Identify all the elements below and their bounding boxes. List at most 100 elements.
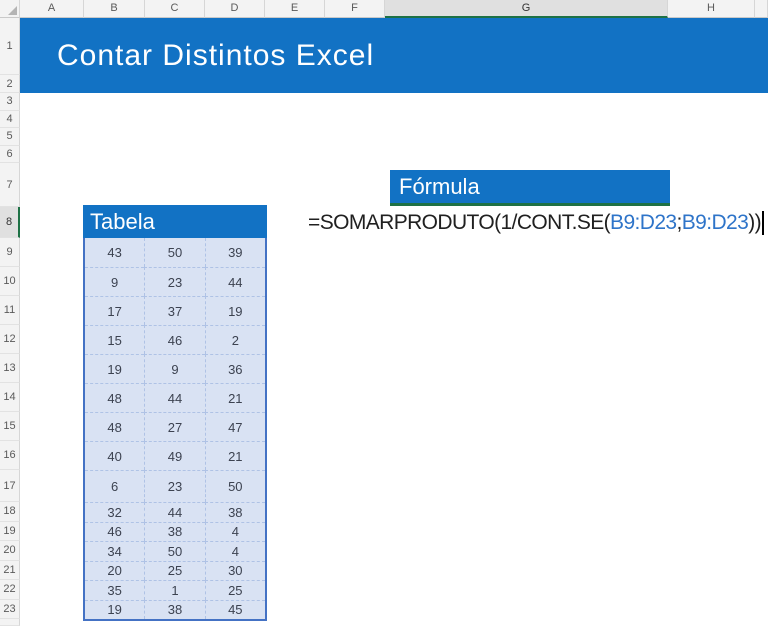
table-row: 17 37 19 [85, 296, 265, 325]
table-cell[interactable]: 30 [204, 560, 265, 580]
column-header-g[interactable]: G [385, 0, 668, 18]
column-header-a[interactable]: A [20, 0, 84, 18]
table-row: 6 23 50 [85, 470, 265, 502]
table-cell[interactable]: 25 [204, 580, 265, 600]
table-cell[interactable]: 43 [107, 245, 122, 260]
column-header-b[interactable]: B [84, 0, 145, 18]
row-header-8[interactable]: 8 [0, 207, 20, 238]
table-cell[interactable]: 4 [204, 521, 265, 541]
row-header-2[interactable]: 2 [0, 75, 20, 93]
row-header-20[interactable]: 20 [0, 541, 20, 561]
table-cell[interactable]: 38 [144, 521, 205, 541]
table-cell[interactable]: 45 [204, 599, 265, 619]
page-title: Contar Distintos Excel [57, 38, 375, 72]
row-header-1[interactable]: 1 [0, 18, 20, 75]
row-header-14[interactable]: 14 [0, 383, 20, 412]
row-header-6[interactable]: 6 [0, 145, 20, 163]
row-header-15[interactable]: 15 [0, 412, 20, 441]
table-row: 32 44 38 [85, 502, 265, 522]
table-cell[interactable]: 37 [144, 296, 205, 325]
column-header-e[interactable]: E [265, 0, 325, 18]
formula-range-reference: B9:D23 [681, 210, 749, 234]
table-label-cell[interactable]: Tabela [83, 205, 267, 238]
table-cell[interactable]: 40 [85, 441, 145, 470]
table-cell[interactable]: 17 [85, 296, 145, 325]
row-header-18[interactable]: 18 [0, 502, 20, 522]
table-cell[interactable]: 2 [204, 325, 265, 354]
table-cell[interactable]: 21 [204, 383, 265, 412]
table-cell[interactable]: 19 [85, 354, 145, 383]
table-cell[interactable]: 38 [144, 599, 205, 619]
row-header-16[interactable]: 16 [0, 441, 20, 470]
table-cell[interactable]: 9 [85, 267, 145, 296]
row-header-23[interactable]: 23 [0, 599, 20, 619]
table-row: 43 50 39 [85, 238, 265, 267]
formula-label: Fórmula [399, 173, 480, 199]
table-cell[interactable]: 50 [204, 470, 265, 502]
table-cell[interactable]: 19 [204, 296, 265, 325]
table-cell[interactable]: 20 [85, 560, 145, 581]
column-header-f[interactable]: F [325, 0, 385, 18]
row-header-22[interactable]: 22 [0, 580, 20, 600]
table-row: 48 27 47 [85, 412, 265, 441]
table-cell[interactable]: 50 [144, 238, 204, 267]
table-cell[interactable]: 46 [85, 521, 145, 542]
formula-label-cell[interactable]: Fórmula [390, 170, 670, 206]
table-cell[interactable]: 19 [85, 599, 145, 620]
table-cell[interactable]: 44 [144, 502, 205, 522]
table-cell[interactable]: 32 [85, 502, 145, 522]
formula-text[interactable]: =SOMARPRODUTO(1/CONT.SE(B9:D23; B9:D23)) [308, 207, 764, 238]
table-cell[interactable]: 47 [204, 412, 265, 441]
table-cell[interactable]: 1 [144, 580, 205, 600]
table-row: 46 38 4 [85, 521, 265, 542]
table-cell[interactable]: 44 [144, 383, 205, 412]
column-header-c[interactable]: C [145, 0, 205, 18]
table-cell[interactable]: 48 [85, 383, 145, 412]
title-banner-cell[interactable]: Contar Distintos Excel [20, 18, 768, 93]
table-cell[interactable]: 25 [144, 560, 205, 580]
row-header-7[interactable]: 7 [0, 163, 20, 207]
table-cell[interactable]: 9 [144, 354, 205, 383]
table-cell[interactable]: 6 [85, 470, 145, 502]
row-header-5[interactable]: 5 [0, 128, 20, 146]
table-cell[interactable]: 27 [144, 412, 205, 441]
text-cursor [762, 210, 764, 235]
table-cell[interactable]: 21 [204, 441, 265, 470]
row-header-10[interactable]: 10 [0, 267, 20, 296]
row-header-21[interactable]: 21 [0, 560, 20, 580]
table-cell[interactable]: 15 [85, 325, 145, 354]
table-row: 19 38 45 [85, 599, 265, 620]
table-cell[interactable]: 34 [85, 541, 145, 561]
table-row: 20 25 30 [85, 560, 265, 581]
table-row: 48 44 21 [85, 383, 265, 412]
row-header-12[interactable]: 12 [0, 325, 20, 354]
table-cell[interactable]: 35 [85, 580, 145, 600]
row-header-19[interactable]: 19 [0, 521, 20, 541]
row-header-9[interactable]: 9 [0, 238, 20, 267]
table-cell[interactable]: 46 [144, 325, 205, 354]
column-header-h[interactable]: H [668, 0, 755, 18]
table-cell[interactable]: 36 [204, 354, 265, 383]
table-cell[interactable]: 39 [204, 238, 265, 267]
table-row: 9 23 44 [85, 267, 265, 296]
table-cell[interactable]: 50 [144, 541, 205, 561]
table-cell[interactable]: 23 [144, 470, 205, 502]
row-header-17[interactable]: 17 [0, 470, 20, 502]
row-header-3[interactable]: 3 [0, 93, 20, 111]
row-header-11[interactable]: 11 [0, 296, 20, 325]
table-cell[interactable]: 38 [204, 502, 265, 522]
row-header-4[interactable]: 4 [0, 110, 20, 128]
row-header-13[interactable]: 13 [0, 354, 20, 383]
table-cell[interactable]: 48 [85, 412, 145, 441]
table-cell[interactable]: 23 [144, 267, 205, 296]
table-cell[interactable]: 44 [204, 267, 265, 296]
table-cell[interactable]: 49 [144, 441, 205, 470]
table-cell[interactable]: 4 [204, 541, 265, 561]
column-header-partial[interactable] [755, 0, 768, 18]
column-header-d[interactable]: D [205, 0, 265, 18]
select-all-corner[interactable] [0, 0, 20, 18]
row-header-partial[interactable] [0, 619, 20, 626]
table-row: 34 50 4 [85, 541, 265, 561]
